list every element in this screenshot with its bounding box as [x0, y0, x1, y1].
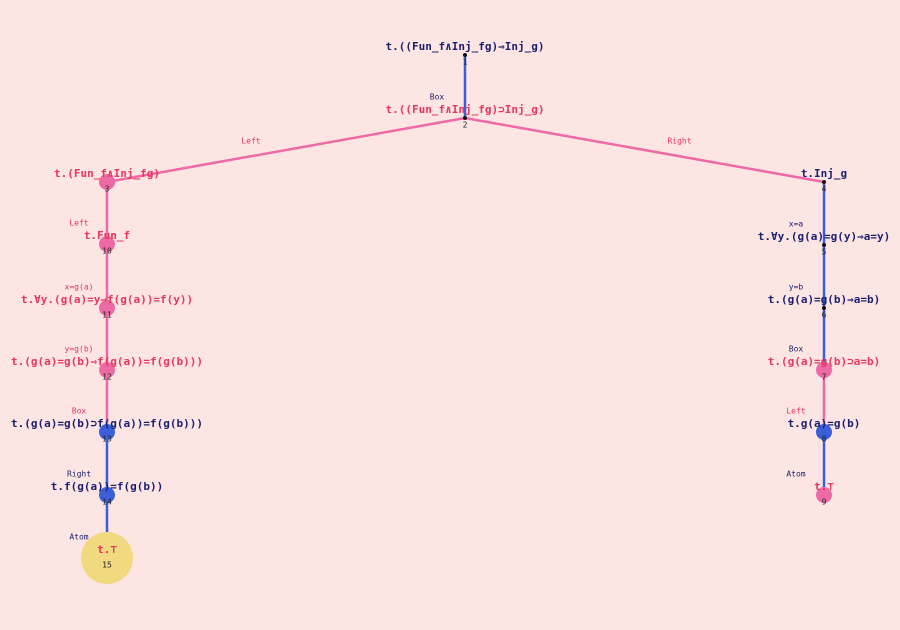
node-id: 10: [102, 247, 112, 256]
node: [99, 424, 115, 440]
node-annotation: Atom: [786, 470, 805, 479]
node: [99, 236, 115, 252]
node-annotation: x=a: [789, 220, 804, 229]
edge-label: Left: [241, 137, 260, 146]
node-formula: t.g(a)=g(b): [788, 417, 861, 430]
node: [822, 243, 826, 247]
node-id: 5: [822, 248, 827, 257]
node-id: 12: [102, 373, 112, 382]
node-annotation: x=g(a): [65, 283, 94, 292]
node-formula: t.(Fun_f∧Inj_fg): [54, 167, 160, 180]
node: [99, 300, 115, 316]
node-formula: t.(g(a)=g(b)⇒f(g(a))=f(g(b))): [11, 355, 203, 368]
node-id: 14: [102, 498, 112, 507]
node-id: 1: [463, 58, 468, 67]
node-id: 4: [822, 185, 827, 194]
node: [816, 362, 832, 378]
node-annotation: Box: [430, 93, 445, 102]
node-annotation: y=b: [789, 283, 804, 292]
node-formula: t.⊤: [814, 480, 834, 493]
node-id: 11: [102, 311, 112, 320]
node-annotation: Box: [72, 407, 87, 416]
node-formula: t.((Fun_f∧Inj_fg)⇒Inj_g): [386, 40, 545, 53]
node-id: 3: [105, 185, 110, 194]
node-id: 7: [822, 373, 827, 382]
node: [822, 180, 826, 184]
node-formula: t.∀y.(g(a)=g(y)⇒a=y): [758, 230, 890, 243]
edge-label: Right: [667, 137, 691, 146]
node-id: 9: [822, 498, 827, 507]
node-annotation: Right: [67, 470, 91, 479]
node-formula: t.(g(a)=g(b)⇒a=b): [768, 293, 881, 306]
node-formula: t.Fun_f: [84, 229, 130, 242]
node: [816, 424, 832, 440]
edge: [464, 116, 825, 184]
edge: [106, 116, 466, 184]
node-formula: t.f(g(a))=f(g(b)): [51, 480, 164, 493]
node-id: 8: [822, 435, 827, 444]
node: [99, 487, 115, 503]
node-formula: t.⊤: [97, 543, 117, 556]
node: [822, 306, 826, 310]
node-formula: t.∀y.(g(a)=y⇒f(g(a))=f(y)): [21, 293, 193, 306]
node: [81, 532, 133, 584]
node: [816, 487, 832, 503]
node-id: 15: [102, 561, 112, 570]
node-annotation: Left: [786, 407, 805, 416]
node-formula: t.((Fun_f∧Inj_fg)⊃Inj_g): [386, 103, 545, 116]
node: [463, 53, 467, 57]
node-id: 6: [822, 311, 827, 320]
node-annotation: Left: [69, 219, 88, 228]
node-id: 13: [102, 435, 112, 444]
node-formula: t.(g(a)=g(b)⊃a=b): [768, 355, 881, 368]
node-annotation: Atom: [69, 533, 88, 542]
node: [99, 174, 115, 190]
node-formula: t.(g(a)=g(b)⊃f(g(a))=f(g(b))): [11, 417, 203, 430]
node-annotation: Box: [789, 345, 804, 354]
node-formula: t.Inj_g: [801, 167, 847, 180]
node-annotation: y=g(b): [65, 345, 94, 354]
node: [463, 116, 467, 120]
node: [99, 362, 115, 378]
node-id: 2: [463, 121, 468, 130]
